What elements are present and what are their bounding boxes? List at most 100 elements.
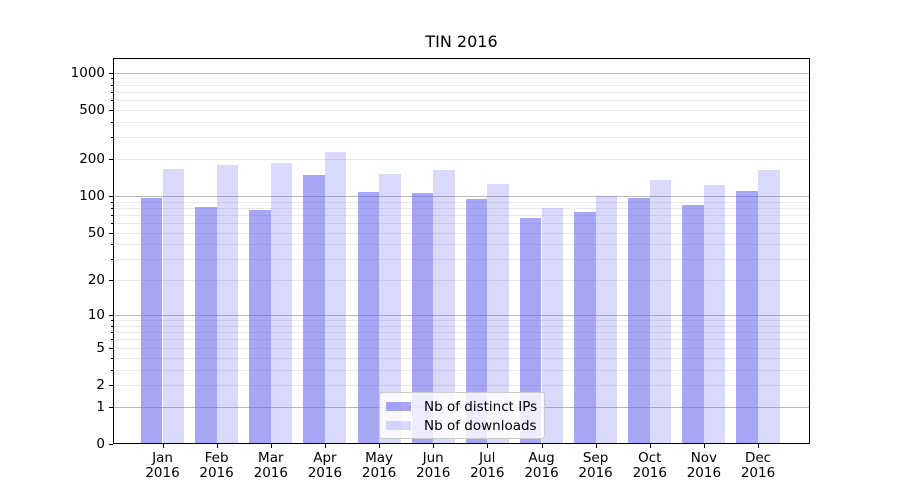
bar-distinct-ips-mar [249, 209, 271, 443]
bar-distinct-ips-may [357, 192, 380, 443]
x-tick-mark-jun [433, 444, 435, 448]
bar-distinct-ips-jul [465, 199, 488, 443]
chart-title: TIN 2016 [425, 32, 498, 51]
x-tick-month-jul: Jul [479, 450, 496, 466]
bar-downloads-jan [162, 168, 185, 443]
gridline-minor-50 [114, 232, 809, 234]
y-minor-tick-mark-600 [110, 100, 113, 102]
x-tick-month-apr: Apr [313, 450, 337, 466]
x-tick-label-sep: Sep 2016 [556, 451, 636, 480]
x-tick-year-oct: 2016 [632, 464, 667, 481]
legend-swatch-downloads [386, 421, 411, 430]
x-tick-month-feb: Feb [204, 450, 229, 466]
y-minor-tick-mark-6 [110, 339, 113, 341]
gridline-minor-500 [114, 109, 809, 111]
y-minor-tick-mark-40 [110, 244, 113, 246]
x-tick-year-apr: 2016 [307, 464, 343, 481]
gridline-minor-200 [114, 159, 809, 160]
bar-distinct-ips-jun [411, 192, 434, 443]
gridline-minor-60 [114, 223, 809, 225]
bar-downloads-mar [270, 163, 293, 443]
y-minor-tick-mark-400 [110, 121, 113, 123]
x-tick-label-jan: Jan 2016 [123, 451, 203, 480]
bar-downloads-nov [703, 184, 726, 443]
gridline-major-100 [114, 196, 809, 197]
x-tick-month-jun: Jun [422, 450, 444, 466]
x-tick-label-jul: Jul 2016 [447, 451, 527, 480]
x-tick-label-jun: Jun 2016 [393, 451, 473, 480]
gridline-minor-600 [114, 100, 809, 102]
y-tick-mark-0 [109, 444, 113, 445]
y-tick-label-500: 500 [79, 101, 105, 118]
x-tick-month-oct: Oct [638, 450, 662, 466]
bar-distinct-ips-oct [628, 198, 650, 443]
x-tick-month-nov: Nov [690, 450, 718, 466]
y-tick-mark-200 [109, 159, 113, 160]
gridline-minor-20 [114, 280, 809, 282]
y-minor-tick-mark-9 [110, 320, 113, 322]
y-tick-label-5: 5 [96, 339, 105, 356]
x-tick-month-may: May [365, 450, 394, 466]
y-minor-tick-mark-80 [110, 207, 113, 209]
y-minor-tick-mark-900 [110, 78, 113, 80]
y-tick-label-100: 100 [79, 188, 105, 204]
y-tick-label-200: 200 [79, 151, 105, 167]
x-tick-mark-nov [703, 444, 705, 448]
legend-swatch-distinct-ips [386, 402, 411, 411]
y-tick-mark-1 [109, 406, 113, 408]
gridline-minor-70 [114, 214, 809, 216]
bar-downloads-apr [324, 152, 347, 443]
x-tick-mark-aug [541, 444, 543, 448]
legend-row-distinct-ips: Nb of distinct IPs [380, 397, 544, 416]
x-tick-mark-mar [270, 444, 272, 448]
bar-distinct-ips-jan [140, 197, 163, 443]
x-tick-month-aug: Aug [528, 450, 555, 466]
x-tick-mark-oct [649, 444, 651, 448]
x-tick-mark-jan [162, 444, 164, 448]
x-tick-year-nov: 2016 [686, 464, 722, 481]
x-tick-mark-dec [758, 444, 759, 448]
gridline-minor-300 [114, 137, 809, 139]
y-tick-mark-500 [109, 109, 113, 111]
y-tick-label-10: 10 [87, 307, 105, 324]
y-tick-label-0: 0 [96, 436, 105, 452]
y-minor-tick-mark-300 [110, 137, 113, 139]
x-tick-year-jul: 2016 [470, 464, 505, 481]
y-minor-tick-mark-3 [110, 369, 113, 371]
gridline-minor-700 [114, 91, 809, 93]
x-tick-year-jun: 2016 [416, 464, 451, 481]
bar-distinct-ips-feb [195, 207, 217, 443]
x-tick-mark-feb [216, 444, 218, 448]
y-tick-label-20: 20 [87, 272, 105, 289]
x-tick-mark-sep [595, 444, 597, 448]
bar-downloads-jun [433, 169, 455, 443]
x-tick-label-mar: Mar 2016 [231, 451, 311, 480]
gridline-minor-9 [114, 320, 809, 322]
bar-distinct-ips-apr [303, 175, 325, 443]
gridline-minor-3 [114, 369, 809, 371]
gridline-minor-30 [114, 259, 809, 261]
y-tick-label-1: 1 [96, 398, 105, 415]
y-minor-tick-mark-8 [110, 325, 113, 327]
y-minor-tick-mark-4 [110, 357, 113, 359]
x-tick-month-jan: Jan [152, 450, 173, 466]
gridline-minor-800 [114, 84, 809, 86]
x-tick-label-may: May 2016 [339, 451, 419, 480]
gridline-minor-90 [114, 201, 809, 203]
bar-downloads-sep [595, 196, 618, 443]
y-minor-tick-mark-90 [110, 201, 113, 203]
gridline-major-1000 [114, 72, 809, 74]
legend-label-downloads: Nb of downloads [424, 417, 537, 434]
gridline-major-10 [114, 315, 809, 317]
y-tick-mark-1000 [109, 72, 113, 74]
y-tick-mark-5 [109, 347, 113, 349]
x-tick-label-aug: Aug 2016 [502, 451, 582, 480]
x-tick-label-dec: Dec 2016 [718, 451, 798, 480]
y-minor-tick-mark-70 [110, 214, 113, 216]
y-tick-mark-50 [109, 232, 113, 234]
x-tick-year-jan: 2016 [145, 464, 180, 481]
legend-label-distinct-ips: Nb of distinct IPs [424, 398, 538, 415]
y-tick-mark-100 [109, 196, 113, 197]
bar-distinct-ips-sep [574, 212, 596, 443]
y-tick-label-1000: 1000 [70, 64, 105, 81]
